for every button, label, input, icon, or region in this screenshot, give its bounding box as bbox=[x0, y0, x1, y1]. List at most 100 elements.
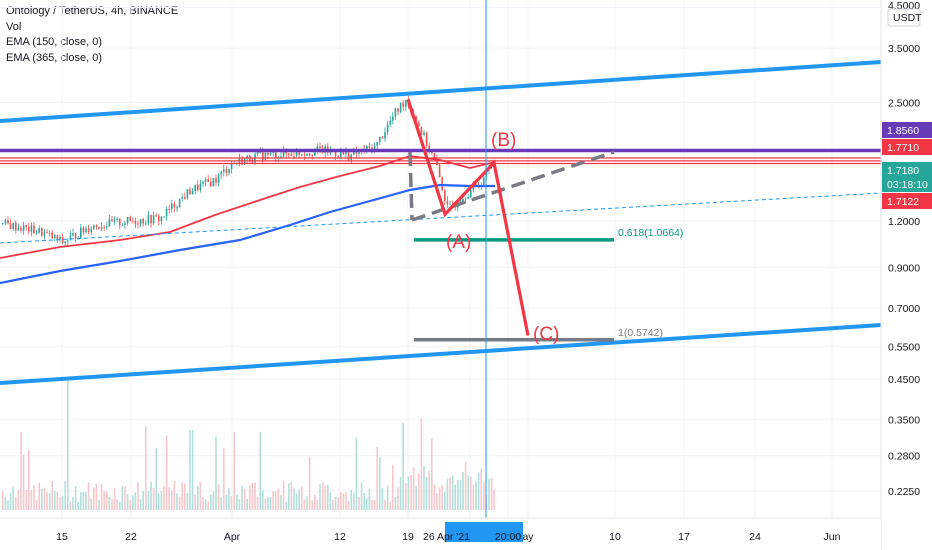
volume-bar bbox=[360, 482, 363, 510]
volume-bar bbox=[324, 485, 326, 510]
volume-bar bbox=[207, 501, 209, 510]
candle-body bbox=[212, 178, 215, 187]
candle-body bbox=[225, 169, 228, 173]
candle-body bbox=[155, 215, 157, 217]
drawing-tools[interactable]: 0.618(1.0664) 1(0.5742) (A) (B) (C) bbox=[0, 60, 882, 385]
candle-body bbox=[220, 171, 222, 175]
volume-bar bbox=[241, 485, 243, 510]
candle-body bbox=[334, 152, 337, 156]
volume-bar bbox=[399, 477, 402, 510]
price-tick-label: 0.2250 bbox=[888, 486, 920, 498]
candle-body bbox=[160, 216, 163, 222]
candle-body bbox=[340, 151, 342, 157]
candle-body bbox=[111, 219, 113, 222]
candle-body bbox=[25, 225, 27, 228]
indicator-vol[interactable]: Vol bbox=[6, 20, 22, 33]
volume-bar bbox=[202, 497, 204, 510]
volume-bar bbox=[459, 479, 462, 510]
candle-body bbox=[9, 223, 12, 230]
volume-bar bbox=[152, 488, 155, 510]
mid-channel-dashed-line bbox=[0, 192, 882, 244]
price-tag-bg bbox=[882, 162, 932, 192]
volume-bar bbox=[74, 485, 77, 510]
volume-bar bbox=[165, 435, 168, 510]
price-tag-bg bbox=[882, 193, 932, 209]
volume-bar bbox=[9, 492, 12, 510]
volume-bar bbox=[285, 501, 287, 510]
volume-bar bbox=[488, 478, 490, 510]
volume-bar bbox=[272, 491, 274, 510]
price-axis-bg bbox=[881, 0, 932, 550]
indicator-ema-365[interactable]: EMA (365, close, 0) bbox=[6, 51, 102, 64]
volume-bar bbox=[199, 482, 202, 510]
candle-body bbox=[20, 227, 22, 231]
candle-body bbox=[384, 132, 386, 139]
volume-bar bbox=[392, 464, 394, 510]
candle-body bbox=[17, 227, 20, 231]
time-axis[interactable]: 15 22 Apr 12 19 26 Apr '21 20:00 ay 10 17 24 Jun bbox=[0, 517, 881, 550]
volume-bar bbox=[332, 499, 334, 510]
price-axis[interactable]: 4.50003.50002.50001.20000.90000.70000.55… bbox=[880, 0, 932, 550]
candle-body bbox=[298, 150, 300, 155]
candle-body bbox=[402, 102, 404, 107]
volume-bar bbox=[410, 474, 412, 510]
volume-bar bbox=[298, 488, 300, 510]
candle-body bbox=[423, 132, 425, 135]
candle-body bbox=[464, 198, 467, 200]
candle-body bbox=[119, 218, 121, 226]
volume-bar bbox=[197, 485, 199, 510]
candle-body bbox=[80, 227, 82, 239]
indicator-ema-150[interactable]: EMA (150, close, 0) bbox=[6, 36, 102, 48]
volume-bar bbox=[191, 430, 194, 510]
time-tick-label: 10 bbox=[609, 531, 621, 543]
candle-body bbox=[389, 120, 391, 125]
volume-bar bbox=[124, 486, 126, 510]
candle-body bbox=[267, 152, 269, 155]
volume-bar bbox=[415, 485, 417, 510]
candle-body bbox=[69, 235, 72, 241]
candle-body bbox=[425, 132, 428, 146]
volume-bar bbox=[22, 454, 25, 510]
volume-bar bbox=[194, 494, 196, 510]
candle-body bbox=[85, 228, 87, 233]
volume-bar bbox=[30, 489, 33, 510]
volume-bar bbox=[4, 496, 7, 510]
candle-body bbox=[35, 232, 38, 234]
volume-bar bbox=[405, 483, 407, 510]
candle-body bbox=[51, 232, 53, 239]
volume-bar bbox=[394, 497, 397, 510]
candle-body bbox=[173, 203, 176, 208]
volume-bar bbox=[41, 488, 43, 510]
volume-bar bbox=[228, 488, 230, 510]
volume-bar bbox=[220, 497, 222, 510]
volume-bar bbox=[350, 489, 352, 510]
volume-bar bbox=[106, 491, 108, 510]
currency-label: USDT bbox=[893, 12, 922, 24]
candle-body bbox=[72, 233, 74, 236]
candle-body bbox=[210, 181, 212, 187]
volume-bar bbox=[373, 500, 376, 510]
candle-body bbox=[56, 235, 59, 240]
candle-body bbox=[415, 116, 417, 123]
volume-bar bbox=[90, 498, 92, 510]
candle-body bbox=[246, 155, 248, 159]
volume-bar bbox=[288, 483, 290, 510]
volume-bar bbox=[121, 485, 124, 510]
volume-bar bbox=[238, 499, 241, 510]
time-tick-label: 12 bbox=[334, 531, 346, 543]
candle-body bbox=[184, 197, 186, 199]
volume-bar bbox=[100, 483, 103, 510]
candle-body bbox=[137, 223, 139, 225]
candle-body bbox=[301, 154, 303, 156]
candle-body bbox=[394, 108, 397, 117]
volume-bar bbox=[56, 492, 59, 510]
candle-body bbox=[4, 220, 7, 224]
candle-body bbox=[67, 240, 69, 242]
candle-body bbox=[243, 158, 246, 165]
candle-body bbox=[147, 214, 150, 224]
volume-bar bbox=[87, 482, 90, 510]
volume-bar bbox=[433, 484, 436, 510]
volume-bar bbox=[132, 495, 134, 510]
candle-body bbox=[368, 146, 371, 148]
